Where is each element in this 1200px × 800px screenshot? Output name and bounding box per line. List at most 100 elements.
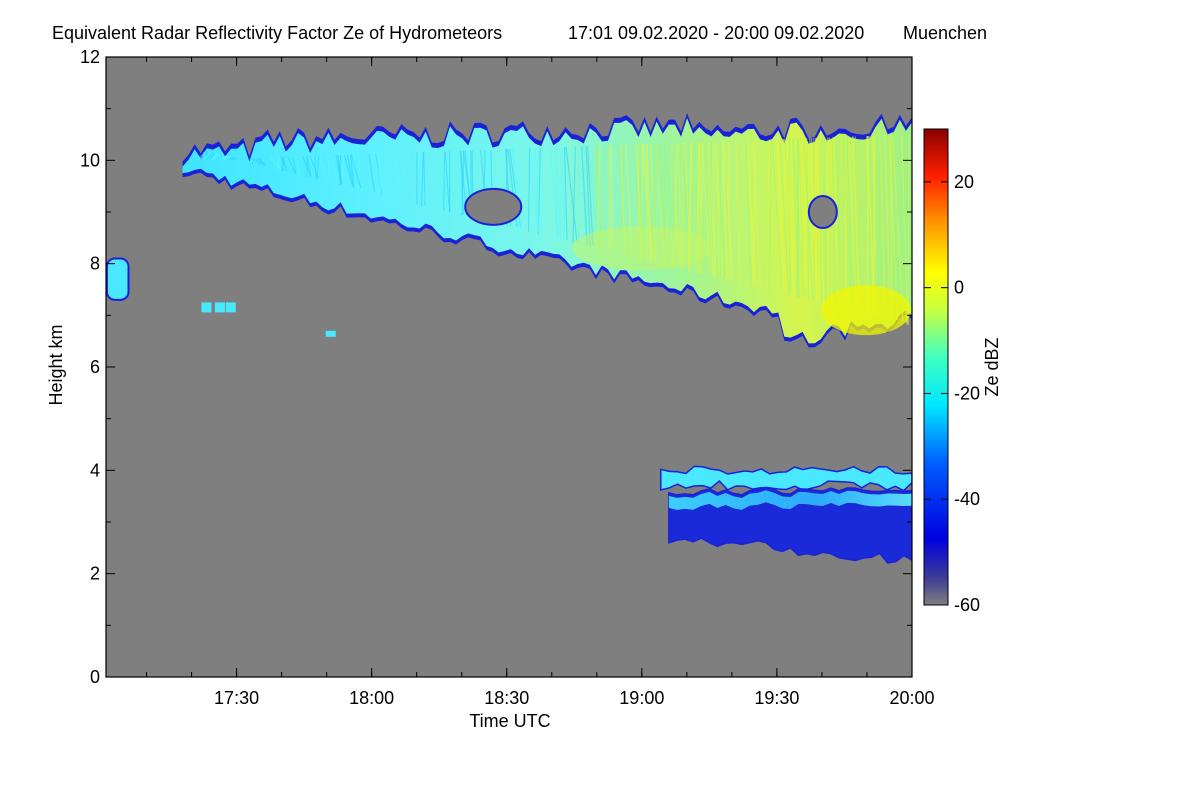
colorbar-tick-label: -40 bbox=[954, 489, 980, 509]
echo-streak bbox=[846, 136, 854, 310]
echo-streak bbox=[728, 141, 731, 281]
echo-streak bbox=[776, 139, 788, 293]
echo-streak bbox=[768, 139, 772, 292]
x-tick-label: 18:00 bbox=[349, 688, 394, 708]
echo-streak bbox=[420, 152, 424, 206]
echo-streak bbox=[706, 141, 714, 276]
echo-streak bbox=[453, 150, 457, 214]
y-tick-label: 6 bbox=[90, 357, 100, 377]
echo-streak bbox=[287, 156, 296, 173]
band-gap bbox=[464, 187, 523, 226]
y-axis-label: Height km bbox=[46, 324, 66, 405]
echo-streak bbox=[210, 153, 215, 161]
echo-streak bbox=[530, 148, 540, 233]
y-tick-label: 8 bbox=[90, 254, 100, 274]
echo-streak bbox=[255, 157, 261, 166]
echo-streak bbox=[432, 151, 441, 209]
x-tick-label: 20:00 bbox=[889, 688, 934, 708]
y-tick-label: 10 bbox=[80, 150, 100, 170]
echo-streak bbox=[296, 156, 300, 175]
echo-streak bbox=[527, 148, 531, 232]
echo-streak bbox=[343, 154, 354, 187]
echo-streak bbox=[441, 151, 450, 211]
echo-streak bbox=[309, 155, 320, 179]
echo-streak bbox=[572, 146, 577, 244]
x-tick-label: 19:30 bbox=[754, 688, 799, 708]
echo-streak bbox=[554, 147, 559, 239]
echo-streak bbox=[211, 153, 219, 161]
chart-location: Muenchen bbox=[903, 23, 987, 43]
echo-streak bbox=[565, 146, 578, 241]
band-gap bbox=[807, 195, 838, 229]
echo-streak bbox=[276, 157, 282, 171]
echo-streak bbox=[786, 138, 796, 295]
echo-streak bbox=[901, 134, 909, 324]
y-tick-label: 2 bbox=[90, 564, 100, 584]
echo-streak bbox=[586, 146, 594, 247]
echo-streak bbox=[805, 138, 810, 300]
high-reflectivity-core bbox=[821, 285, 912, 336]
echo-streak bbox=[752, 140, 756, 288]
echo-streak bbox=[205, 152, 214, 161]
echo-streak bbox=[460, 150, 464, 215]
echo-streak bbox=[563, 147, 568, 241]
echo-streak bbox=[337, 155, 342, 185]
echo-streak bbox=[796, 138, 799, 298]
echo-streak bbox=[792, 138, 804, 297]
echo-streak bbox=[776, 139, 784, 293]
y-tick-label: 4 bbox=[90, 460, 100, 480]
echo-streak bbox=[735, 140, 741, 283]
echo-streak bbox=[585, 146, 591, 246]
echo-streak bbox=[415, 152, 427, 205]
echo-streak bbox=[779, 139, 790, 294]
echo-streak bbox=[900, 134, 907, 324]
reflectivity-echoes bbox=[106, 113, 912, 564]
echo-streak bbox=[559, 147, 562, 240]
echo-streak bbox=[894, 134, 899, 323]
echo-streak bbox=[319, 155, 329, 181]
echo-streak bbox=[803, 138, 814, 300]
upper-band-body bbox=[182, 118, 912, 344]
colorbar-tick-label: 0 bbox=[954, 278, 964, 298]
tiny-echo bbox=[214, 302, 225, 313]
echo-streak bbox=[832, 137, 841, 307]
echo-streak bbox=[282, 157, 287, 172]
echo-streak bbox=[368, 154, 376, 193]
echo-streak bbox=[203, 152, 207, 161]
x-tick-label: 18:30 bbox=[484, 688, 529, 708]
echo-streak bbox=[444, 151, 450, 212]
echo-streak bbox=[250, 157, 262, 165]
small-echo-cell bbox=[106, 257, 130, 301]
echo-streak bbox=[277, 157, 287, 171]
echo-streak bbox=[316, 155, 320, 181]
echo-streak bbox=[460, 150, 465, 216]
echo-streak bbox=[225, 156, 230, 160]
echo-streak bbox=[350, 154, 362, 189]
echo-streak bbox=[752, 140, 761, 287]
tiny-echo bbox=[225, 302, 236, 313]
echo-streak bbox=[378, 153, 382, 195]
echo-streak bbox=[852, 136, 860, 312]
echo-streak bbox=[338, 155, 345, 186]
echo-streak bbox=[771, 139, 783, 292]
echo-streak bbox=[327, 155, 331, 183]
echo-streak bbox=[313, 156, 317, 180]
echo-streak bbox=[581, 146, 588, 245]
echo-streak bbox=[346, 154, 355, 188]
echo-streak bbox=[722, 141, 727, 280]
colorbar-ticks: 20 0 -20 -40 -60 bbox=[924, 172, 980, 615]
echo-streak bbox=[866, 136, 876, 315]
echo-streak bbox=[534, 148, 540, 234]
echo-streak bbox=[251, 158, 256, 165]
echo-streak bbox=[393, 153, 404, 199]
echo-streak bbox=[556, 147, 561, 239]
low-cloud-lower-core bbox=[668, 490, 912, 510]
y-axis: 0 2 4 6 8 10 12 bbox=[80, 47, 912, 687]
moderate-core bbox=[571, 226, 712, 271]
x-axis-label: Time UTC bbox=[469, 711, 550, 731]
echo-streak bbox=[587, 146, 599, 247]
echo-streak bbox=[407, 152, 415, 203]
echo-streak bbox=[349, 154, 355, 188]
echo-streak bbox=[715, 141, 721, 278]
y-tick-label: 0 bbox=[90, 667, 100, 687]
